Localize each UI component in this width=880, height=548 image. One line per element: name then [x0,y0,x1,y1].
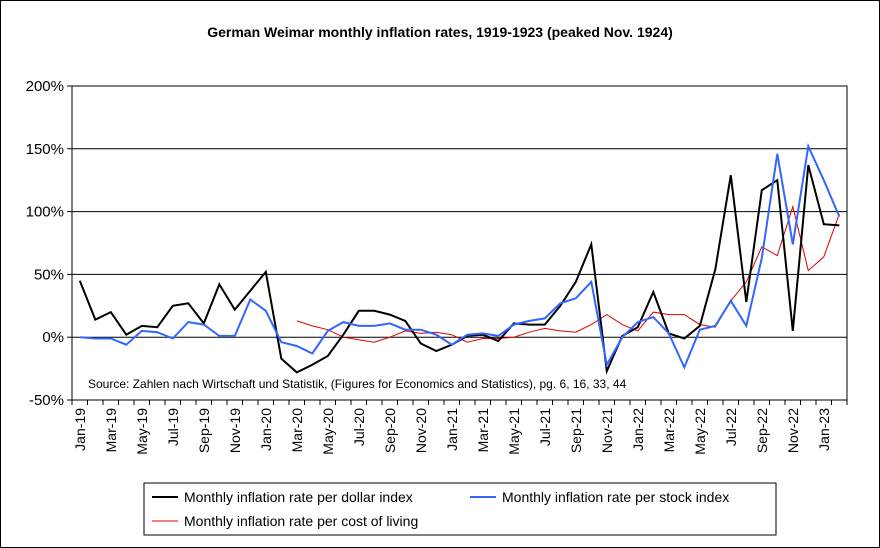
source-annotation: Source: Zahlen nach Wirtschaft und Stati… [88,377,627,391]
x-tick-label: May-21 [506,408,522,455]
legend-box [143,482,777,536]
x-tick-label: Jan-19 [72,408,88,451]
x-tick-label: Sep-21 [568,408,584,453]
series-lines [78,142,841,375]
x-tick-label: Mar-19 [103,408,119,453]
series-line-stock-index [79,142,841,370]
legend-label: Monthly inflation rate per cost of livin… [184,513,418,529]
x-tick-label: Mar-21 [475,408,491,453]
gridlines [72,148,847,338]
x-tick-label: Sep-19 [196,408,212,453]
x-tick-label: Mar-20 [289,408,305,453]
x-tick-label: Nov-22 [785,408,801,453]
legend: Monthly inflation rate per dollar index M… [143,482,777,536]
y-tick-label: 0% [42,329,64,346]
x-tick-label: Jan-23 [816,408,832,451]
axes [67,85,848,405]
x-tick-label: May-20 [320,408,336,455]
x-tick-label: Sep-20 [382,408,398,453]
x-tick-label: Mar-22 [661,408,677,453]
x-tick-label: Jan-22 [630,408,646,451]
y-tick-label: 200% [26,78,64,95]
series-line-cost-of-living [296,204,840,343]
x-tick-label: May-22 [692,408,708,455]
series-line-dollar-index [78,164,840,375]
x-tick-label: Sep-22 [754,408,770,453]
x-tick-label: May-19 [134,408,150,455]
plot-area [71,85,848,401]
y-tick-label: 50% [34,266,64,283]
x-tick-label: Jul-19 [165,408,181,446]
chart-title: German Weimar monthly inflation rates, 1… [207,24,673,40]
x-tick-label: Jan-20 [258,408,274,451]
y-tick-label: -50% [29,392,64,409]
legend-label: Monthly inflation rate per dollar index [184,489,413,505]
x-tick-label: Nov-20 [413,408,429,453]
x-tick-label: Jul-21 [537,408,553,446]
y-tick-label: 150% [26,141,64,158]
x-tick-label: Jul-20 [351,408,367,446]
y-tick-label: 100% [26,204,64,221]
x-tick-label: Jan-21 [444,408,460,451]
x-tick-label: Nov-19 [227,408,243,453]
legend-label: Monthly inflation rate per stock index [502,489,729,505]
x-tick-label: Jul-22 [723,408,739,446]
x-tick-labels: Jan-19 Mar-19 May-19 Jul-19 Sep-19 Nov-19 Jan-… [72,408,832,455]
y-tick-labels: -50% 0% 50% 100% 150% 200% [26,78,64,409]
x-tick-label: Nov-21 [599,408,615,453]
